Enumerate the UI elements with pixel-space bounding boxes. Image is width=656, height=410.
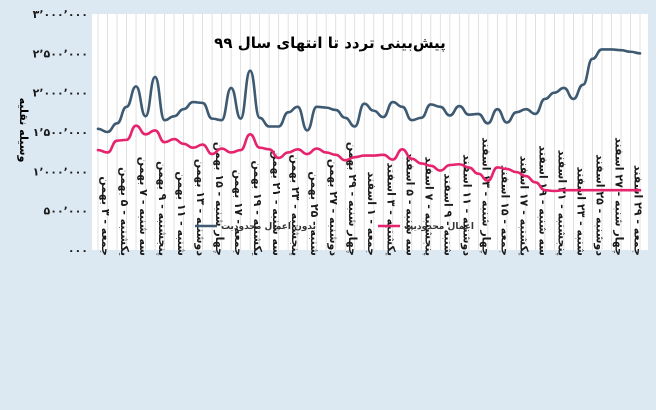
y-tick-label: ۲٬۰۰۰٬۰۰۰	[33, 87, 88, 100]
x-tick-label: یکشنبه - ۳ اسفند	[384, 162, 397, 256]
y-axis-ticks: ۰۰۰ ۵۰۰٬۰۰۰ ۱٬۰۰۰٬۰۰۰ ۱٬۵۰۰٬۰۰۰ ۲٬۰۰۰٬۰۰۰ ۲٬۵…	[33, 8, 88, 257]
x-tick-label: جمعه - ۳ بهمن	[99, 176, 112, 256]
x-tick-label: دوشنبه - ۱۱ اسفند	[460, 154, 473, 256]
x-axis-ticks: جمعه - ۳ بهمن یکشنبه - ۵ بهمن سه شنبه - ۷ …	[99, 137, 644, 256]
chart-title: پیش‌بینی تردد تا انتهای سال ۹۹	[214, 34, 446, 53]
x-tick-label: چهار شنبه - ۱۳ اسفند	[479, 137, 492, 256]
y-tick-label: ۲٬۵۰۰٬۰۰۰	[33, 47, 88, 60]
x-tick-label: سه شنبه - ۱۹ اسفند	[536, 145, 549, 256]
series-line-1	[96, 124, 642, 193]
legend: بدون اعمال محدودیت اعمال محدودیت	[195, 222, 474, 232]
x-tick-label: پنجشنبه - ۷ اسفند	[422, 156, 435, 256]
series-lines	[96, 48, 642, 193]
x-tick-label: دوشنبه - ۲۵ اسفند	[593, 154, 606, 256]
x-tick-label: جمعه - ۱۷ بهمن	[232, 170, 245, 256]
x-tick-label: چهار شنبه - ۲۷ اسفند	[612, 137, 625, 256]
x-tick-label: چهار شنبه - ۲۹ بهمن	[346, 142, 359, 256]
x-tick-label: جمعه - ۱ اسفند	[365, 172, 378, 256]
series-line-0	[96, 48, 642, 134]
legend-label-0: بدون اعمال محدودیت	[221, 222, 316, 232]
legend-label-1: اعمال محدودیت	[404, 222, 474, 232]
x-tick-label: سه شنبه - ۷ بهمن	[137, 157, 150, 256]
x-tick-label: جمعه - ۱۵ اسفند	[498, 165, 511, 256]
x-tick-label: شنبه - ۲۵ بهمن	[308, 171, 321, 256]
x-tick-label: یکشنبه - ۱۷ اسفند	[517, 156, 530, 256]
y-tick-label: ۰۰۰	[68, 244, 88, 257]
x-tick-label: دوشنبه - ۱۳ بهمن	[194, 159, 207, 256]
x-tick-label: شنبه - ۹ اسفند	[441, 173, 454, 256]
x-tick-label: دوشنبه - ۲۷ بهمن	[327, 159, 340, 256]
x-tick-label: شنبه - ۲۳ اسفند	[574, 167, 587, 256]
y-tick-label: ۱٬۵۰۰٬۰۰۰	[33, 126, 88, 139]
y-tick-label: ۱٬۰۰۰٬۰۰۰	[33, 165, 88, 178]
x-tick-label: جمعه - ۲۹ اسفند	[631, 165, 644, 256]
x-tick-label: شنبه - ۱۱ بهمن	[175, 171, 188, 256]
y-tick-label: ۵۰۰٬۰۰۰	[44, 205, 88, 218]
plot-area	[92, 14, 648, 250]
x-tick-label: یکشنبه - ۵ بهمن	[118, 167, 131, 256]
y-tick-label: ۳٬۰۰۰٬۰۰۰	[33, 8, 88, 21]
x-tick-label: سه شنبه - ۲۱ بهمن	[270, 150, 283, 256]
grid-lines	[97, 14, 641, 250]
x-tick-label: چهار شنبه - ۱۵ بهمن	[213, 142, 226, 256]
x-tick-label: پنجشنبه - ۲۱ اسفند	[555, 150, 568, 256]
x-tick-label: یکشنبه - ۱۹ بهمن	[251, 160, 264, 256]
x-tick-label: سه شنبه - ۵ اسفند	[403, 152, 416, 256]
x-tick-label: پنجشنبه - ۲۳ بهمن	[289, 154, 302, 256]
x-tick-label: پنجشنبه - ۹ بهمن	[156, 161, 169, 256]
y-axis-label: وسیله نقلیه	[17, 98, 30, 163]
